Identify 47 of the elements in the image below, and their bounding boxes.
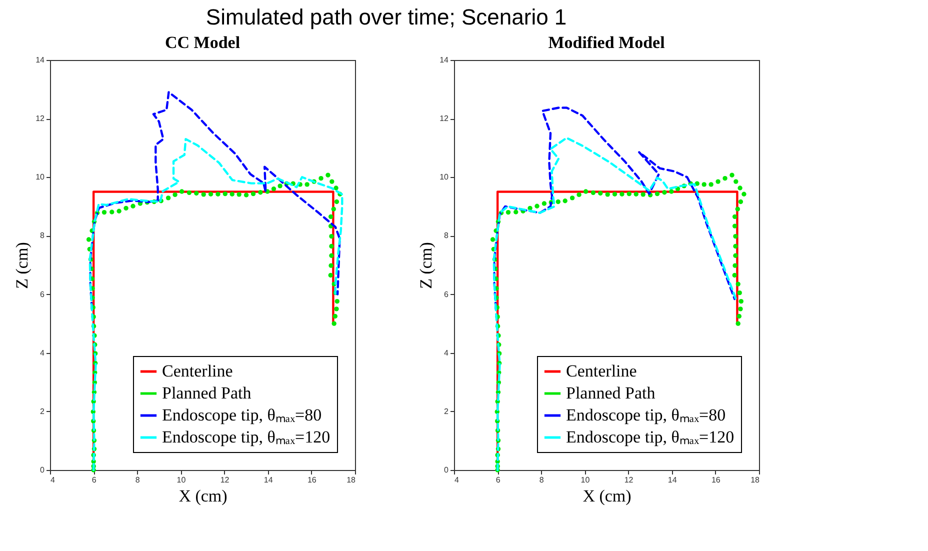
- x-tick-label: 14: [668, 476, 678, 484]
- x-tick-label: 14: [264, 476, 274, 484]
- legend-label: Endoscope tip, θₘₐₓ=120: [162, 428, 330, 446]
- y-tick-label: 14: [36, 56, 46, 64]
- y-tick-label: 4: [444, 348, 450, 358]
- y-tick-label: 12: [440, 114, 450, 124]
- chart-title: CC Model: [164, 33, 240, 52]
- legend-label: Planned Path: [566, 384, 656, 402]
- y-tick-label: 8: [444, 231, 450, 240]
- x-tick-label: 4: [454, 476, 460, 484]
- y-tick-label: 0: [40, 466, 46, 474]
- x-tick-label: 12: [220, 476, 230, 484]
- legend-label: Endoscope tip, θₘₐₓ=120: [566, 428, 734, 446]
- y-tick-label: 14: [440, 56, 450, 64]
- legend-label: Planned Path: [162, 384, 252, 402]
- y-tick-label: 6: [40, 290, 46, 299]
- legend-label: Endoscope tip, θₘₐₓ=80: [162, 406, 322, 424]
- legend-label: Centerline: [566, 362, 637, 380]
- y-tick-label: 10: [440, 172, 450, 182]
- x-tick-label: 10: [176, 476, 186, 484]
- x-tick-label: 16: [307, 476, 317, 484]
- y-tick-label: 4: [40, 348, 46, 358]
- x-tick-label: 6: [496, 476, 501, 484]
- y-tick-label: 2: [40, 406, 46, 416]
- x-tick-label: 6: [92, 476, 97, 484]
- y-tick-label: 10: [36, 172, 46, 182]
- x-tick-label: 16: [711, 476, 721, 484]
- x-tick-label: 8: [135, 476, 140, 484]
- chart-title: Modified Model: [548, 33, 666, 52]
- y-tick-label: 8: [40, 231, 46, 240]
- legend-label: Centerline: [162, 362, 233, 380]
- text: Simulated path over time; Scenario 1: [206, 4, 567, 30]
- y-tick-label: 12: [36, 114, 46, 124]
- x-tick-label: 10: [580, 476, 590, 484]
- y-axis-title: Z (cm): [416, 242, 436, 289]
- y-tick-label: 6: [444, 290, 450, 299]
- x-tick-label: 18: [750, 476, 760, 484]
- legend-label: Endoscope tip, θₘₐₓ=80: [566, 406, 726, 424]
- x-axis-title: X (cm): [178, 486, 228, 506]
- x-tick-label: 4: [50, 476, 56, 484]
- y-axis-title: Z (cm): [12, 242, 32, 289]
- x-axis-title: X (cm): [582, 486, 632, 506]
- x-tick-label: 18: [346, 476, 356, 484]
- y-tick-label: 2: [444, 406, 450, 416]
- x-tick-label: 12: [624, 476, 634, 484]
- x-tick-label: 8: [539, 476, 544, 484]
- y-tick-label: 0: [444, 466, 450, 474]
